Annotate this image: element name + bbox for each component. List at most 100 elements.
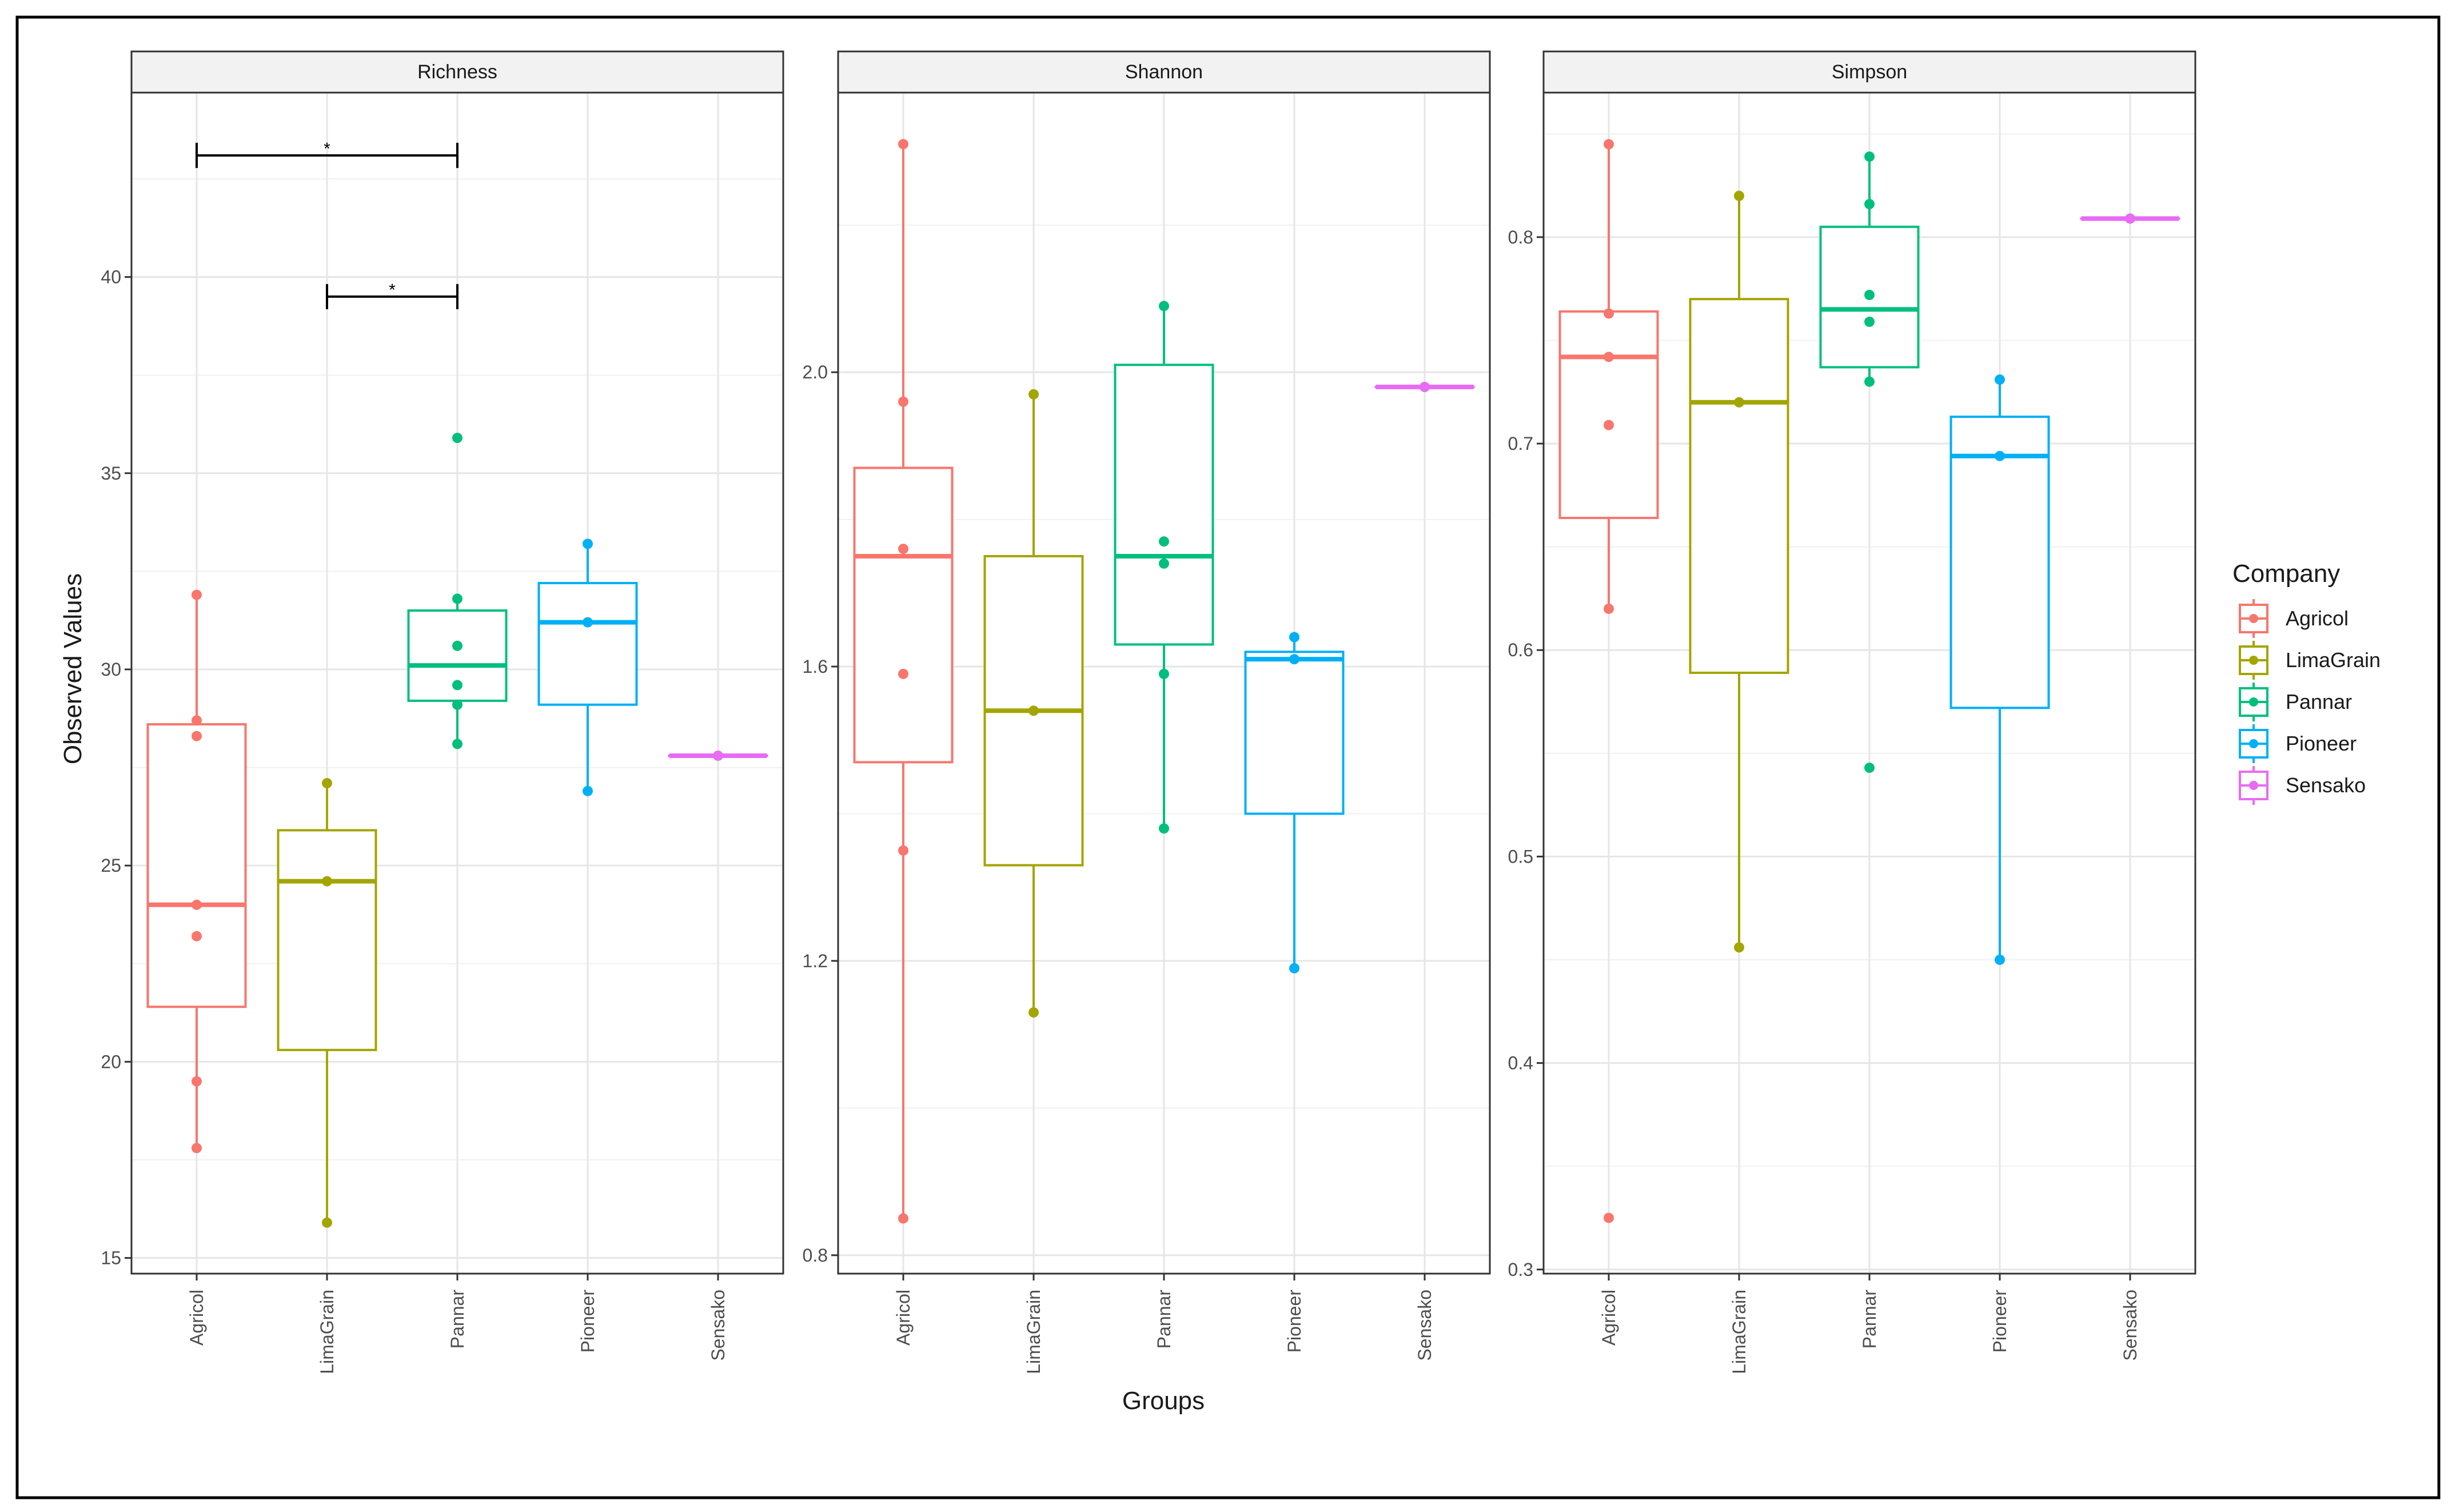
data-point [898, 845, 908, 856]
y-tick-label: 0.8 [1508, 227, 1533, 248]
significance-bracket: * [326, 281, 458, 309]
box-pannar [1114, 301, 1214, 834]
significance-bracket: * [196, 139, 458, 168]
box-pannar [407, 433, 508, 749]
y-tick-label: 0.3 [1508, 1259, 1533, 1280]
data-point [452, 433, 463, 444]
box-pioneer [1244, 632, 1345, 974]
strip-header [1542, 50, 2196, 94]
data-point [1159, 668, 1169, 679]
data-point [713, 750, 723, 761]
data-point [1604, 1212, 1614, 1223]
box-pioneer [1949, 374, 2050, 965]
data-point [1864, 376, 1875, 387]
data-point [898, 396, 908, 407]
data-point [1289, 632, 1299, 643]
legend-entry-pioneer: Pioneer [2239, 724, 2357, 763]
box-sensako [668, 750, 768, 761]
box-body [1949, 416, 2050, 709]
data-point [452, 739, 463, 749]
x-tick-label: Pannar [1859, 1290, 1880, 1349]
legend-label: Pioneer [2286, 732, 2357, 755]
x-tick-label: Pannar [1154, 1290, 1174, 1349]
y-tick-label: 30 [101, 659, 121, 680]
strip-title: Richness [417, 61, 497, 83]
box-body [1114, 364, 1214, 646]
x-tick-label: Sensako [2120, 1290, 2140, 1361]
panel-border [130, 91, 784, 1275]
box-limagrain [277, 778, 377, 1228]
data-point [1028, 1007, 1039, 1018]
x-tick-label: LimaGrain [1729, 1290, 1749, 1374]
y-tick-label: 25 [101, 855, 121, 876]
legend-label: LimaGrain [2286, 648, 2381, 672]
strip-header [130, 50, 784, 94]
y-tick-label: 2.0 [803, 362, 828, 382]
legend-key-point [2249, 739, 2258, 748]
legend-entry-pannar: Pannar [2239, 683, 2352, 721]
legend-label: Pannar [2286, 690, 2352, 713]
data-point [192, 589, 202, 600]
data-point [1995, 450, 2005, 461]
data-point [192, 931, 202, 941]
box-body [853, 466, 954, 764]
data-point [1159, 301, 1169, 312]
data-point [452, 680, 463, 691]
y-tick-label: 1.6 [803, 656, 828, 677]
box-pannar [1819, 151, 1920, 773]
box-agricol [146, 589, 247, 1154]
x-tick-label: Agricol [893, 1290, 914, 1346]
y-axis-label: Observed Values [59, 573, 87, 764]
x-tick-label: Agricol [1598, 1290, 1619, 1346]
panel-shannon: Shannon 0.8 1.2 1.6 2.0 Agricol LimaGrain Panna… [803, 50, 1491, 1374]
data-point [452, 593, 463, 604]
data-point [1734, 942, 1744, 953]
box-limagrain [983, 389, 1084, 1018]
x-tick-label: Pioneer [1989, 1290, 2010, 1353]
data-point [1734, 397, 1744, 408]
box-agricol [1558, 139, 1659, 1223]
box-limagrain [1689, 190, 1789, 953]
y-tick-label: 0.7 [1508, 433, 1533, 454]
data-point [1864, 199, 1875, 210]
data-point [192, 715, 202, 726]
data-point [322, 876, 332, 887]
box-body [277, 829, 377, 1051]
legend-label: Sensako [2286, 773, 2366, 797]
box-body [537, 581, 638, 706]
panel-border [1542, 91, 2196, 1275]
data-point [1604, 420, 1614, 430]
data-point [192, 731, 202, 741]
legend-title: Company [2232, 560, 2340, 588]
box-sensako [1374, 381, 1475, 392]
data-point [322, 778, 332, 789]
y-tick-label: 0.8 [803, 1245, 828, 1266]
data-point [192, 1076, 202, 1087]
y-tick-label: 0.6 [1508, 640, 1533, 660]
data-point [1159, 823, 1169, 834]
box-body [1244, 651, 1345, 815]
y-tick-label: 0.4 [1508, 1053, 1533, 1074]
data-point [192, 899, 202, 910]
data-point [1995, 954, 2005, 965]
significance-label: * [324, 139, 330, 158]
data-point [1864, 289, 1875, 300]
x-tick-label: Pioneer [577, 1290, 598, 1353]
y-tick-label: 1.2 [803, 951, 828, 971]
data-point [898, 544, 908, 554]
data-point [322, 1217, 332, 1228]
box-body [1558, 310, 1659, 520]
box-agricol [853, 139, 954, 1224]
strip-title: Simpson [1832, 61, 1907, 83]
y-tick-label: 0.5 [1508, 846, 1533, 867]
data-point [583, 538, 593, 549]
box-body [146, 723, 247, 1008]
legend-entry-limagrain: LimaGrain [2239, 641, 2381, 680]
panel-simpson: Simpson 0.3 0.4 0.5 0.6 0.7 0.8 Agricol LimaGrai… [1508, 50, 2196, 1374]
data-point [452, 699, 463, 710]
panel-richness: Richness 15 20 25 30 35 40 Agricol LimaGrain Pann… [101, 50, 784, 1374]
data-point [2125, 213, 2135, 224]
box-pioneer [537, 538, 638, 796]
x-tick-label: Pannar [447, 1290, 468, 1349]
data-point [1864, 316, 1875, 327]
